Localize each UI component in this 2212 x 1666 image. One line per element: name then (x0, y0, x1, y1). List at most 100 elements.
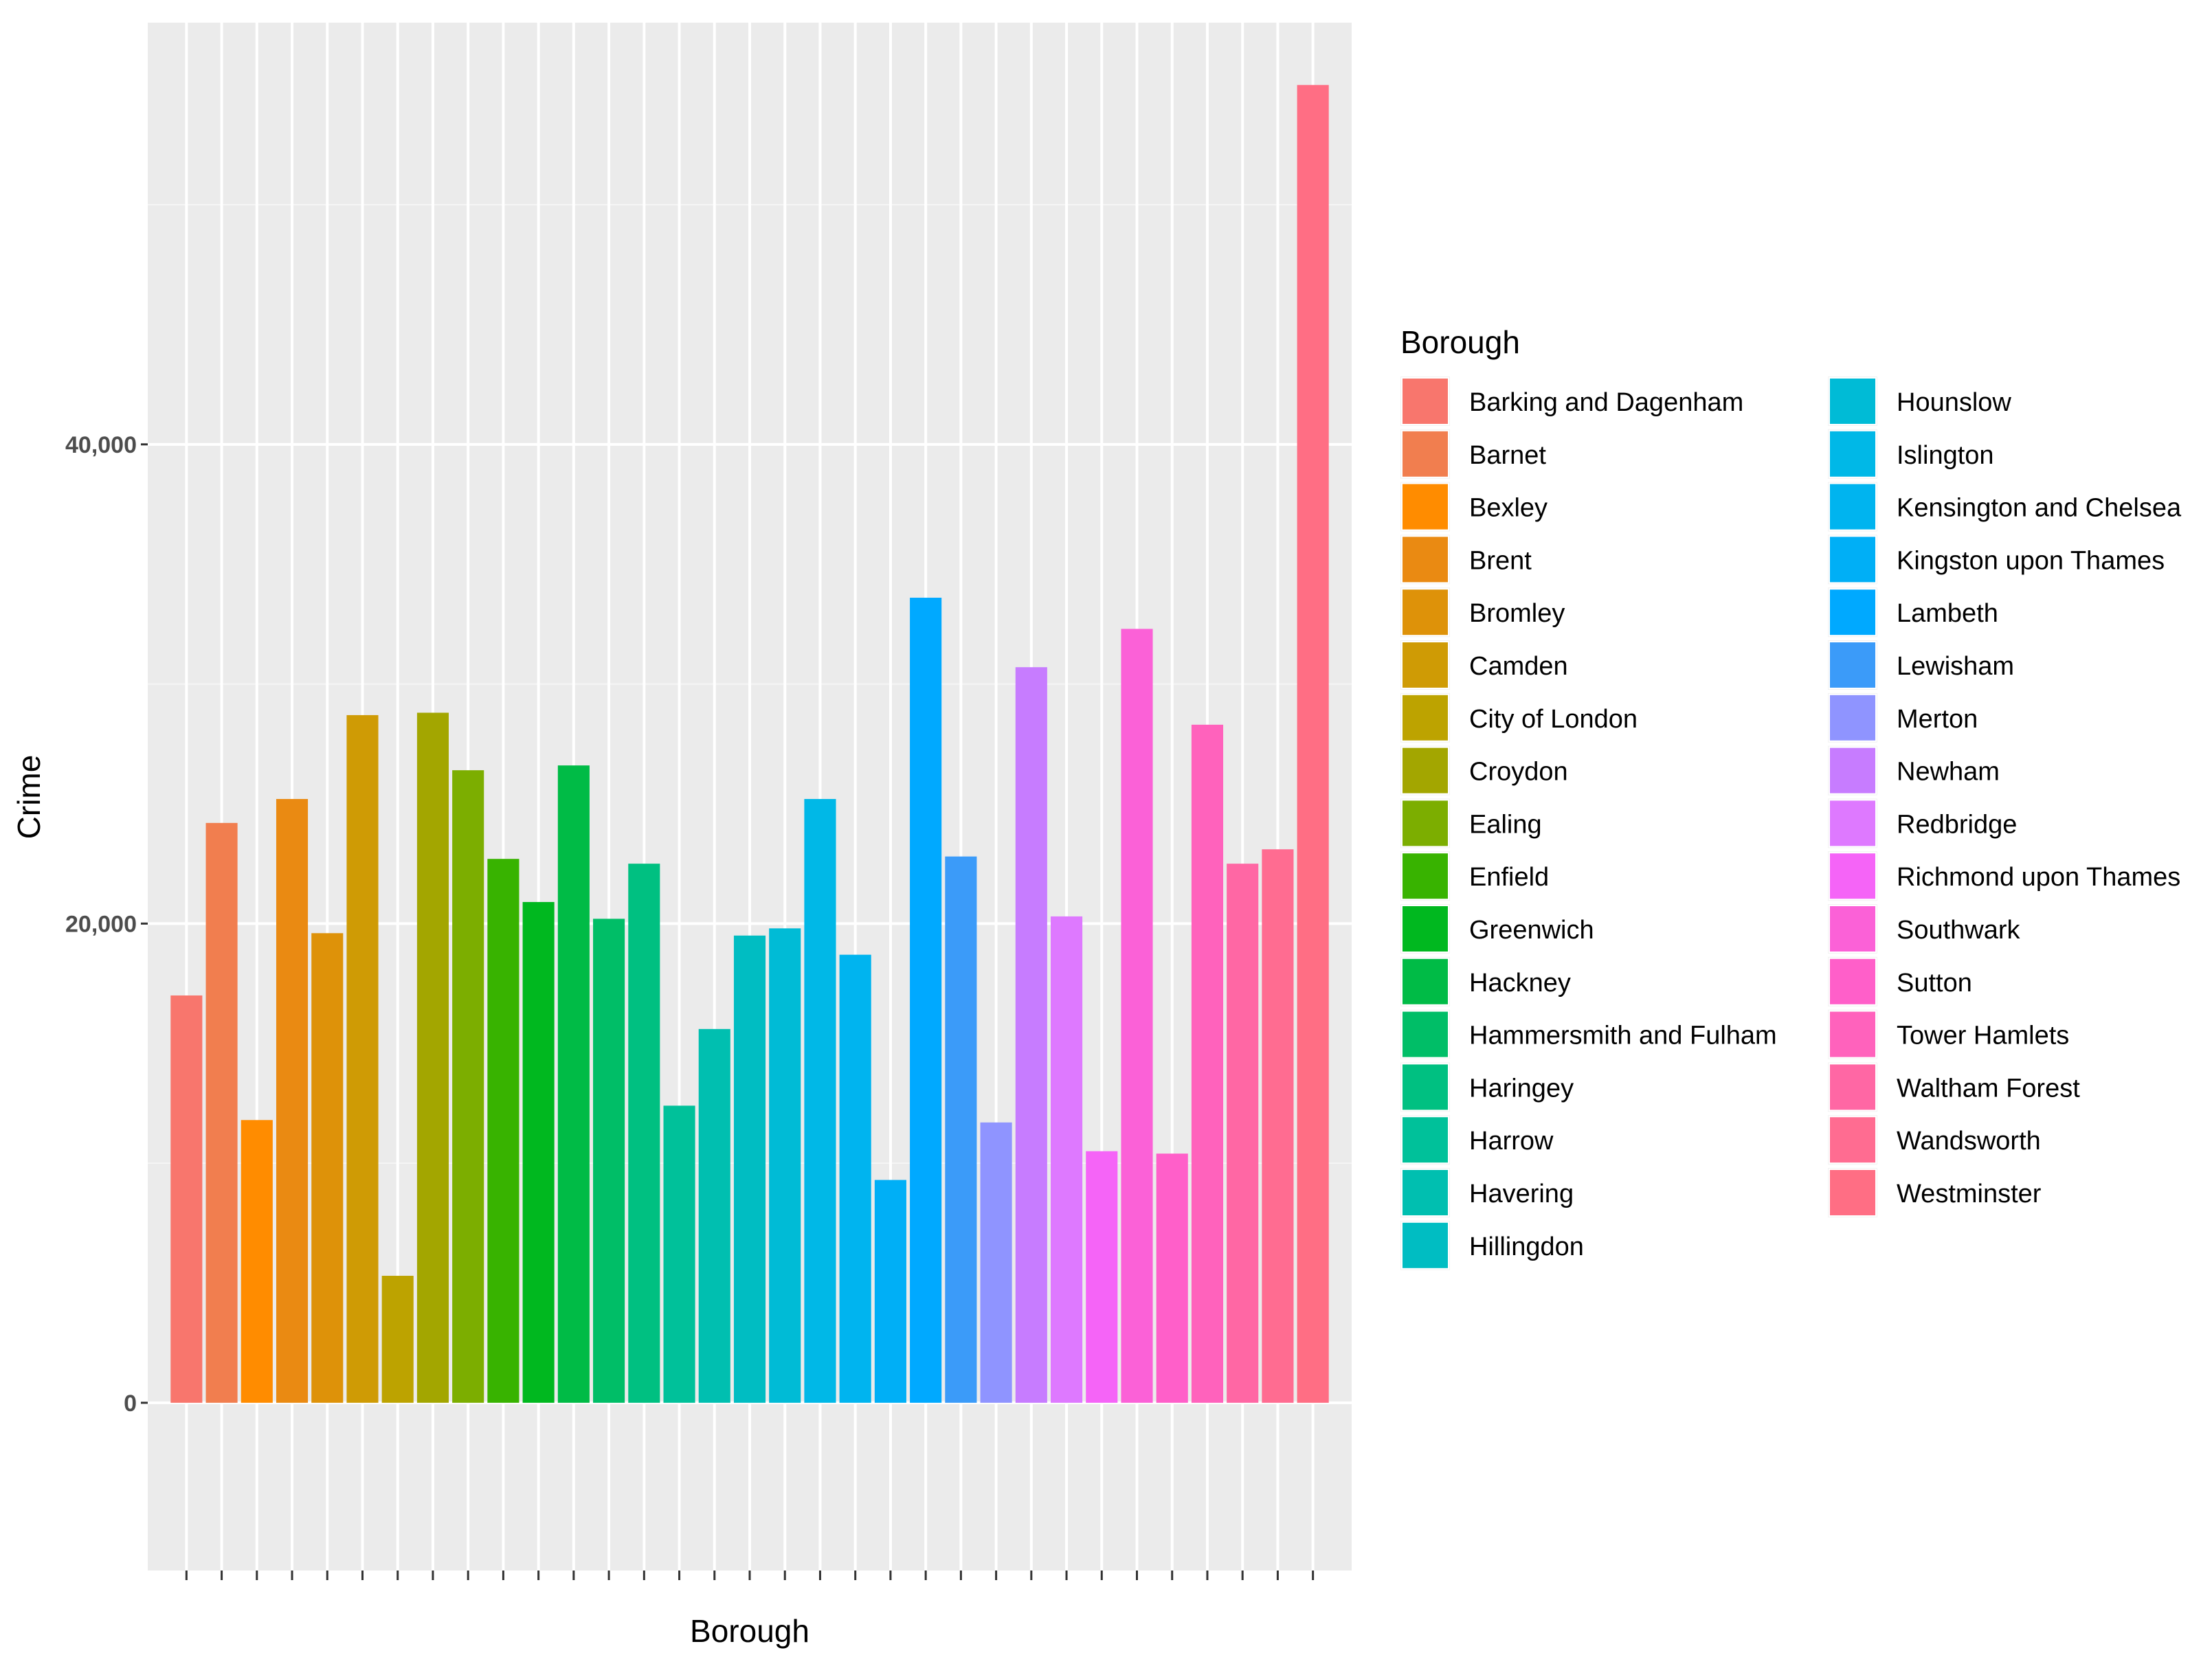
bar-barking-and-dagenham (170, 995, 203, 1403)
legend-swatch (1401, 746, 1449, 795)
bar-islington (804, 798, 836, 1403)
bars (170, 85, 1329, 1403)
bar-harrow (663, 1105, 695, 1403)
legend-label: Brent (1469, 546, 1532, 575)
legend-label: Lambeth (1897, 599, 1998, 628)
legend-swatch (1401, 799, 1449, 848)
bar-westminster (1297, 85, 1329, 1403)
legend-label: Greenwich (1469, 916, 1594, 945)
legend-swatch (1401, 852, 1449, 901)
legend-swatch (1829, 482, 1877, 531)
legend-title: Borough (1400, 324, 1520, 360)
legend-swatch (1401, 905, 1449, 953)
legend-label: Harrow (1469, 1127, 1554, 1156)
bar-havering (698, 1028, 730, 1403)
bar-redbridge (1051, 916, 1083, 1403)
legend-swatch (1829, 429, 1877, 478)
legend-swatch (1829, 746, 1877, 795)
bar-lewisham (945, 856, 977, 1403)
legend-swatch (1401, 1221, 1449, 1270)
legend-swatch (1401, 588, 1449, 637)
bar-city-of-london (381, 1276, 414, 1403)
bar-hackney (557, 765, 590, 1403)
legend-swatch (1401, 1063, 1449, 1112)
bar-merton (980, 1122, 1012, 1403)
legend-label: Islington (1897, 441, 1994, 470)
legend-swatch (1829, 1116, 1877, 1164)
legend-swatch (1829, 799, 1877, 848)
x-axis-title: Borough (690, 1613, 809, 1649)
legend-swatch (1829, 957, 1877, 1006)
bar-hillingdon (733, 935, 766, 1403)
bar-newham (1015, 667, 1047, 1403)
legend-swatch (1829, 905, 1877, 953)
legend-label: Havering (1469, 1180, 1574, 1208)
legend-swatch (1829, 588, 1877, 637)
legend-label: City of London (1469, 705, 1638, 734)
legend-label: Merton (1897, 705, 1978, 734)
y-tick-label: 20,000 (65, 911, 137, 937)
legend-label: Barking and Dagenham (1469, 388, 1743, 417)
legend-label: Haringey (1469, 1074, 1574, 1103)
legend-label: Kensington and Chelsea (1897, 494, 2182, 523)
legend-swatch (1401, 377, 1449, 425)
legend-label: Westminster (1897, 1180, 2042, 1208)
bar-wandsworth (1262, 849, 1294, 1403)
legend-swatch (1401, 693, 1449, 742)
bar-bromley (311, 933, 344, 1403)
legend-swatch (1401, 429, 1449, 478)
legend-swatch (1829, 1169, 1877, 1217)
legend-swatch (1401, 957, 1449, 1006)
legend-swatch (1829, 1063, 1877, 1112)
legend-swatch (1829, 535, 1877, 584)
y-tick-label: 40,000 (65, 432, 137, 458)
bar-ealing (452, 770, 484, 1403)
legend-label: Richmond upon Thames (1897, 863, 2180, 892)
legend-label: Southwark (1897, 916, 2021, 945)
y-axis-title: Crime (11, 755, 47, 840)
bar-croydon (416, 712, 449, 1403)
bar-sutton (1156, 1153, 1188, 1403)
bar-hammersmith-and-fulham (593, 919, 625, 1403)
bar-richmond-upon-thames (1086, 1151, 1118, 1403)
y-axis: 0 20,000 40,000 (65, 432, 148, 1417)
legend-swatch (1829, 641, 1877, 689)
legend-label: Camden (1469, 652, 1568, 681)
legend-label: Wandsworth (1897, 1127, 2041, 1156)
legend-swatch (1401, 1116, 1449, 1164)
bar-waltham-forest (1227, 864, 1259, 1403)
legend-label: Hackney (1469, 969, 1571, 998)
legend-label: Sutton (1897, 969, 1972, 998)
legend-swatch (1401, 1169, 1449, 1217)
bar-haringey (628, 864, 660, 1403)
legend-label: Bromley (1469, 599, 1565, 628)
y-tick-label: 0 (124, 1391, 137, 1417)
legend-label: Newham (1897, 758, 2000, 787)
bar-tower-hamlets (1191, 724, 1224, 1403)
legend-label: Redbridge (1897, 810, 2017, 839)
legend-label: Croydon (1469, 758, 1568, 787)
legend-label: Hillingdon (1469, 1232, 1584, 1261)
legend-swatch (1401, 641, 1449, 689)
bar-enfield (487, 859, 520, 1403)
legend: Borough Barking and Dagenham Barnet Bexley… (1400, 324, 2182, 1270)
bar-barnet (205, 822, 238, 1403)
legend-label: Hounslow (1897, 388, 2011, 417)
legend-swatch (1401, 535, 1449, 584)
legend-swatch (1829, 377, 1877, 425)
legend-swatch (1829, 852, 1877, 901)
bar-southwark (1121, 629, 1153, 1403)
bar-bexley (241, 1120, 273, 1403)
legend-label: Enfield (1469, 863, 1549, 892)
legend-label: Lewisham (1897, 652, 2014, 681)
legend-swatch (1401, 482, 1449, 531)
bar-hounslow (769, 928, 801, 1403)
legend-label: Kingston upon Thames (1897, 546, 2165, 575)
legend-swatch (1829, 693, 1877, 742)
bar-lambeth (910, 598, 942, 1403)
legend-label: Hammersmith and Fulham (1469, 1022, 1777, 1050)
bar-kensington-and-chelsea (839, 954, 871, 1403)
legend-swatch (1829, 1010, 1877, 1059)
bar-greenwich (522, 901, 555, 1403)
legend-label: Tower Hamlets (1897, 1022, 2069, 1050)
